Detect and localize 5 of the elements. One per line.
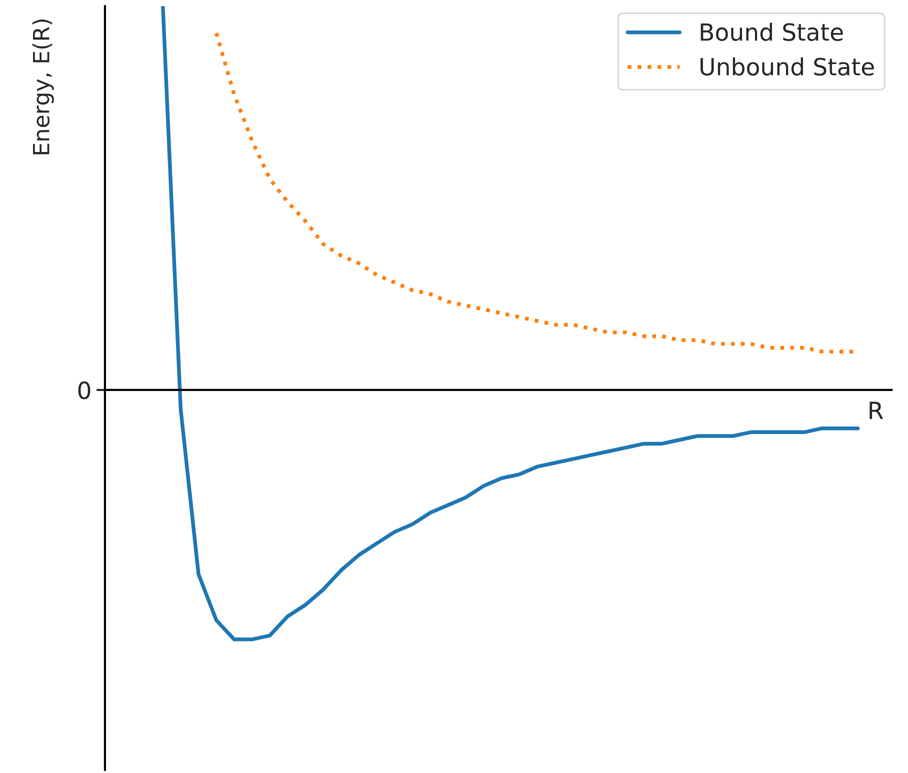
x-axis-title: R bbox=[870, 402, 884, 420]
text: 0 bbox=[78, 381, 90, 400]
y-axis-title: Energy, E(R) bbox=[32, 20, 54, 154]
legend-label: Bound State bbox=[700, 22, 843, 41]
legend-label: Unbound State bbox=[700, 57, 874, 76]
